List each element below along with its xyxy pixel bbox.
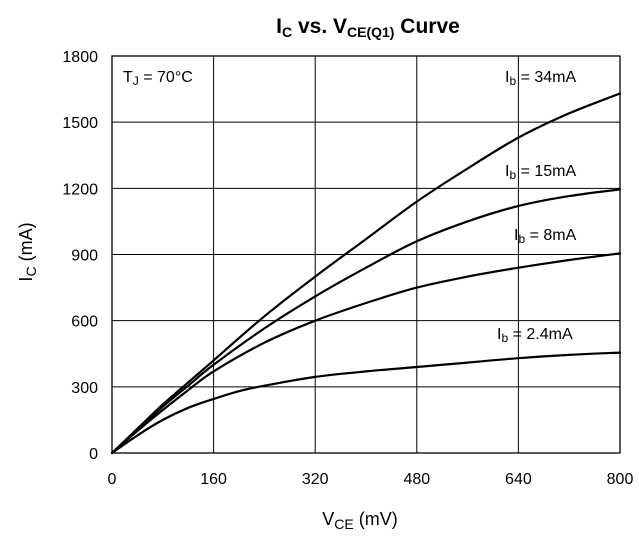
series-line-0: [110, 92, 622, 455]
x-tick-label: 320: [302, 471, 329, 488]
temperature-annotation: TJ = 70°C: [123, 69, 193, 88]
chart-title: IC vs. VCE(Q1) Curve: [276, 15, 460, 40]
series-line-3: [110, 351, 622, 455]
grid-lines: [112, 56, 620, 453]
series-label-15ma: Ib = 15mA: [505, 163, 577, 182]
curves: [110, 92, 622, 455]
x-tick-label: 480: [403, 471, 430, 488]
series-line-1: [110, 188, 622, 455]
y-tick-label: 300: [71, 380, 98, 397]
axis-ticks: 0 160 320 480 640 800 0 300 600 900 1200 1500 1800: [62, 49, 633, 488]
y-tick-label: 0: [89, 446, 98, 463]
series-label-34ma: Ib = 34mA: [505, 69, 577, 88]
x-tick-label: 800: [607, 471, 634, 488]
x-tick-label: 0: [108, 471, 117, 488]
y-tick-label: 1500: [62, 115, 98, 132]
y-tick-label: 1200: [62, 181, 98, 198]
y-tick-label: 600: [71, 314, 98, 331]
y-axis-label: IC (mA): [16, 222, 39, 281]
x-tick-label: 640: [505, 471, 532, 488]
y-tick-label: 1800: [62, 49, 98, 66]
series-label-2-4ma: Ib = 2.4mA: [497, 326, 573, 345]
y-tick-label: 900: [71, 248, 98, 265]
series-line-2: [110, 252, 622, 455]
series-label-8ma: Ib = 8mA: [514, 227, 577, 246]
x-axis-label: VCE (mV): [322, 509, 397, 532]
x-tick-label: 160: [200, 471, 227, 488]
